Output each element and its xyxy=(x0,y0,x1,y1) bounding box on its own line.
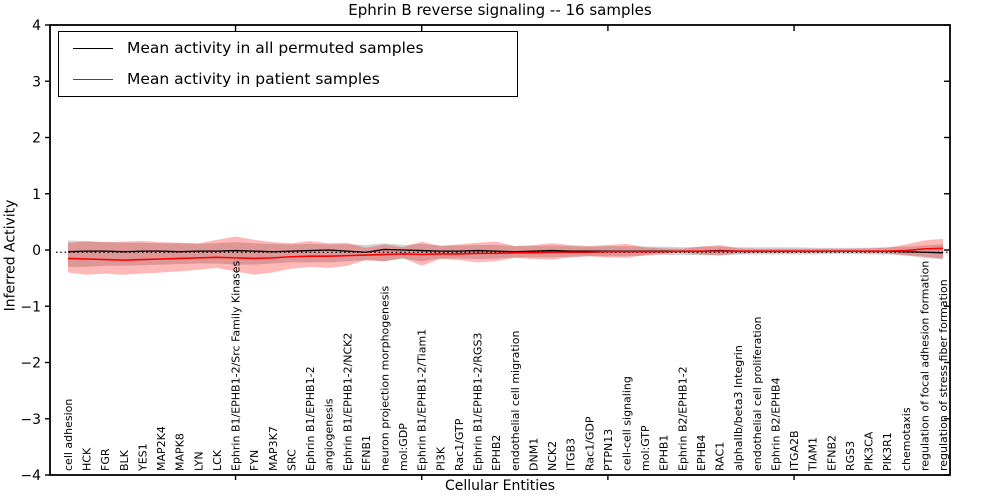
entity-tick-label: EFNB1 xyxy=(360,435,373,471)
permuted-line-swatch xyxy=(73,48,113,50)
entity-tick-label: DNM1 xyxy=(527,438,540,471)
entity-tick-label: YES1 xyxy=(136,443,149,472)
entity-tick-label: endothelial cell proliferation xyxy=(751,317,764,471)
y-axis-label: Inferred Activity xyxy=(2,199,19,312)
entity-tick-label: chemotaxis xyxy=(900,407,913,471)
entity-tick-label: RAC1 xyxy=(714,442,727,471)
y-tick-label: 2 xyxy=(32,131,41,147)
entity-tick-label: NCK2 xyxy=(546,441,559,471)
entity-tick-label: RGS3 xyxy=(844,441,857,471)
y-tick-label: −4 xyxy=(20,468,41,484)
y-tick-label: 1 xyxy=(32,187,41,203)
entity-tick-label: Ephrin B1/EPHB1-2/Tiam1 xyxy=(416,329,429,471)
entity-tick-label: SRC xyxy=(285,449,298,471)
entity-tick-label: FYN xyxy=(248,450,261,471)
entity-tick-label: HCK xyxy=(81,447,94,471)
entity-tick-label: Ephrin B1/EPHB1-2/NCK2 xyxy=(341,333,354,471)
legend: Mean activity in all permuted samples Me… xyxy=(58,31,518,97)
entity-tick-label: Ephrin B1/EPHB1-2 xyxy=(304,366,317,471)
entity-tick-label: regulation of stress fiber formation xyxy=(937,279,950,471)
entity-tick-label: endothelial cell migration xyxy=(509,331,522,471)
entity-tick-label: Ephrin B1/EPHB1-2/Src Family Kinases xyxy=(230,261,243,471)
chart-title: Ephrin B reverse signaling -- 16 samples xyxy=(348,1,652,19)
x-axis-label: Cellular Entities xyxy=(444,478,556,494)
entity-tick-label: ITGB3 xyxy=(565,438,578,471)
legend-entry-permuted: Mean activity in all permuted samples xyxy=(59,35,517,63)
entity-tick-label: mol:GDP xyxy=(397,423,410,471)
entity-tick-label: EPHB1 xyxy=(658,435,671,471)
entity-tick-label: ITGA2B xyxy=(788,430,801,471)
entity-tick-label: PIK3R1 xyxy=(881,432,894,471)
entity-tick-label: PI3K xyxy=(434,446,447,471)
entity-tick-label: EPHB2 xyxy=(490,435,503,471)
y-tick-label: −2 xyxy=(20,356,41,372)
entity-tick-label: Rac1/GDP xyxy=(583,416,596,471)
entity-tick-label: MAP3K7 xyxy=(267,426,280,471)
entity-tick-label: FGR xyxy=(99,448,112,471)
y-tick-label: 0 xyxy=(32,243,41,259)
entity-tick-label: cell adhesion xyxy=(62,399,75,471)
entity-tick-label: MAP2K4 xyxy=(155,426,168,471)
entity-tick-label: cell-cell signaling xyxy=(621,376,634,471)
entity-tick-label: BLK xyxy=(118,449,131,471)
entity-tick-label: TIAM1 xyxy=(807,437,820,472)
entity-tick-label: mol:GTP xyxy=(639,425,652,471)
y-tick-label: −1 xyxy=(20,299,41,315)
entity-tick-label: MAPK8 xyxy=(174,433,187,471)
entity-tick-label: Ephrin B1/EPHB1-2/RGS3 xyxy=(472,333,485,471)
legend-label-patient: Mean activity in patient samples xyxy=(127,69,380,88)
patient-mean-line xyxy=(67,247,944,261)
entity-tick-label: LCK xyxy=(211,449,224,471)
patient-std-band xyxy=(68,236,943,275)
legend-label-permuted: Mean activity in all permuted samples xyxy=(127,38,424,57)
entity-tick-label: EFNB2 xyxy=(825,435,838,471)
y-tick-label: 4 xyxy=(32,18,41,34)
y-tick-label: −3 xyxy=(20,412,41,428)
entity-tick-label: angiogenesis xyxy=(323,398,336,471)
entity-tick-label: alphaIIb/beta3 Integrin xyxy=(732,345,745,471)
legend-entry-patient: Mean activity in patient samples xyxy=(59,65,517,93)
entity-tick-label: EPHB4 xyxy=(695,435,708,471)
entity-tick-label: PIK3CA xyxy=(863,431,876,471)
entity-tick-label: LYN xyxy=(192,451,205,471)
entity-tick-label: Ephrin B2/EPHB1-2 xyxy=(676,366,689,471)
patient-line-swatch xyxy=(73,78,113,80)
y-tick-label: 3 xyxy=(32,74,41,90)
entity-tick-label: Ephrin B2/EPHB4 xyxy=(769,377,782,471)
entity-tick-label: PTPN13 xyxy=(602,429,615,471)
entity-tick-label: regulation of focal adhesion formation xyxy=(918,261,931,471)
entity-tick-label: neuron projection morphogenesis xyxy=(378,285,391,471)
entity-tick-label: Rac1/GTP xyxy=(453,418,466,471)
